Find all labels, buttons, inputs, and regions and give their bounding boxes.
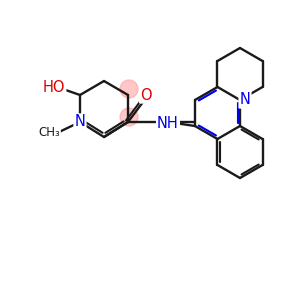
Circle shape bbox=[120, 80, 138, 98]
Text: O: O bbox=[140, 88, 152, 103]
Text: HO: HO bbox=[43, 80, 65, 94]
Text: N: N bbox=[75, 115, 86, 130]
Text: CH₃: CH₃ bbox=[38, 125, 60, 139]
Text: NH: NH bbox=[157, 116, 179, 131]
Text: N: N bbox=[240, 92, 250, 107]
Circle shape bbox=[120, 108, 138, 126]
